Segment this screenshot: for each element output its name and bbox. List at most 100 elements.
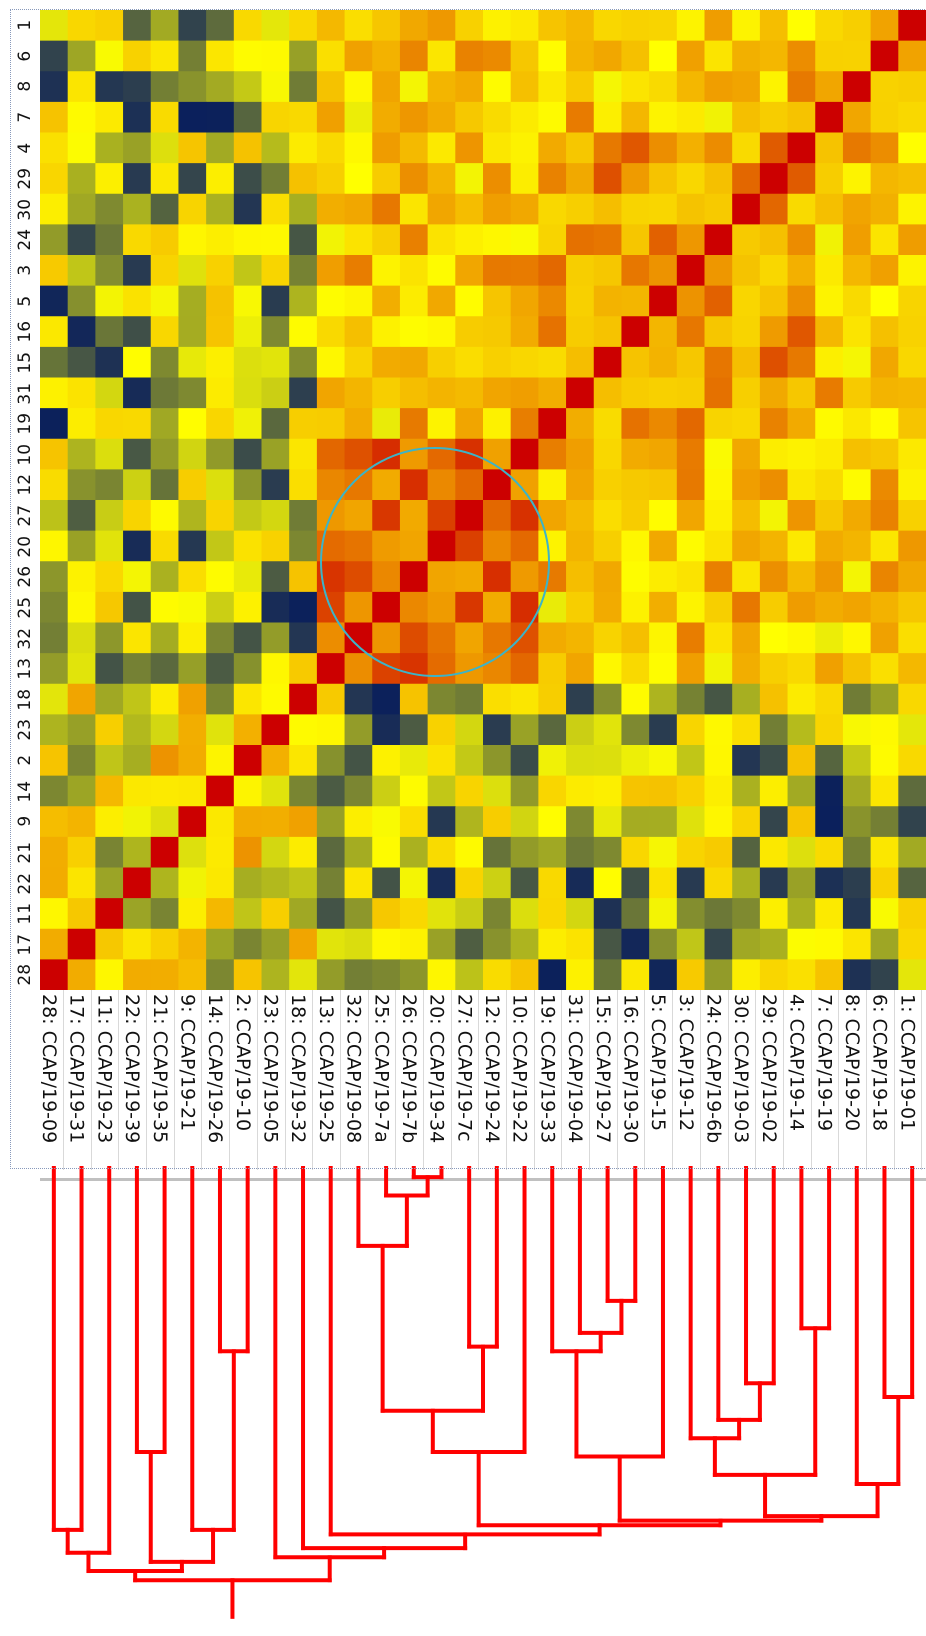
heatmap-cell — [593, 683, 623, 715]
heatmap-cell — [676, 898, 706, 930]
heatmap-cell — [344, 285, 373, 317]
heatmap-cell — [732, 255, 761, 287]
heatmap-cell — [344, 316, 373, 348]
heatmap-cell — [316, 898, 346, 930]
heatmap-cell — [898, 346, 926, 379]
heatmap-cell — [483, 255, 512, 287]
heatmap-cell — [95, 101, 124, 134]
heatmap-cell — [399, 806, 429, 838]
heatmap-cell — [150, 255, 180, 287]
heatmap-cell — [123, 591, 152, 624]
heatmap-cell — [206, 530, 235, 562]
heatmap-cell — [261, 898, 290, 930]
heatmap-cell — [178, 530, 207, 562]
heatmap-cell — [178, 653, 207, 685]
heatmap-cell — [732, 469, 761, 501]
heatmap-cell — [372, 591, 401, 624]
heatmap-cell — [40, 683, 69, 715]
heatmap-cell — [289, 438, 318, 470]
heatmap-cell — [593, 898, 623, 930]
heatmap-cell — [593, 591, 623, 624]
heatmap-cell — [95, 40, 124, 72]
heatmap-cell — [316, 163, 346, 195]
heatmap-cell — [233, 836, 263, 869]
heatmap-cell — [649, 530, 678, 562]
heatmap-cell — [40, 163, 69, 195]
heatmap-cell — [483, 898, 512, 930]
heatmap-cell — [870, 775, 899, 807]
heatmap-cell — [898, 653, 926, 685]
heatmap-cell — [593, 40, 623, 72]
column-label: 22: CCAP/19-39 — [119, 990, 148, 1170]
heatmap-cell — [538, 530, 567, 562]
heatmap-cell — [95, 255, 124, 287]
heatmap-cell — [483, 500, 512, 532]
heatmap-cell — [95, 408, 124, 440]
heatmap-cell — [233, 683, 263, 715]
heatmap-cell — [372, 132, 401, 164]
heatmap-cell — [40, 408, 69, 440]
heatmap-cell — [483, 408, 512, 440]
heatmap-cell — [150, 745, 180, 777]
heatmap-cell — [787, 959, 816, 990]
heatmap-cell — [206, 40, 235, 72]
heatmap-cell — [150, 316, 180, 348]
heatmap-cell — [178, 101, 207, 134]
column-label: 7: CCAP/19-19 — [811, 990, 840, 1170]
heatmap-cell — [732, 132, 761, 164]
heatmap-cell — [150, 224, 180, 256]
heatmap-cell — [538, 745, 567, 777]
heatmap-cell — [870, 745, 899, 777]
heatmap-cell — [123, 193, 152, 225]
heatmap-cell — [455, 714, 484, 746]
heatmap-cell — [870, 898, 899, 930]
heatmap-cell — [759, 71, 789, 103]
heatmap-cell — [399, 622, 429, 654]
heatmap-cell — [399, 959, 429, 990]
heatmap-cell — [427, 255, 456, 287]
heatmap-cell — [233, 408, 263, 440]
heatmap-cell — [898, 775, 926, 807]
heatmap-cell — [787, 316, 816, 348]
heatmap-cell — [538, 836, 567, 869]
heatmap-cell — [95, 928, 124, 960]
heatmap-cell — [372, 530, 401, 562]
heatmap-cell — [178, 622, 207, 654]
heatmap-cell — [399, 438, 429, 470]
heatmap-cell — [261, 408, 290, 440]
heatmap-cell — [842, 40, 872, 72]
heatmap-cell — [732, 10, 761, 42]
heatmap-cell — [898, 377, 926, 409]
heatmap-cell — [316, 224, 346, 256]
heatmap-cell — [455, 959, 484, 990]
heatmap-cell — [510, 775, 539, 807]
heatmap-cell — [898, 101, 926, 134]
heatmap-cell — [898, 714, 926, 746]
heatmap-cell — [787, 500, 816, 532]
heatmap-cell — [621, 836, 650, 869]
heatmap-cell — [483, 377, 512, 409]
heatmap-cell — [676, 530, 706, 562]
heatmap-cell — [538, 683, 567, 715]
heatmap-cell — [593, 959, 623, 990]
heatmap-cell — [732, 285, 761, 317]
heatmap-cell — [261, 775, 290, 807]
heatmap-cell — [206, 346, 235, 379]
heatmap-cell — [566, 898, 595, 930]
heatmap-cell — [372, 683, 401, 715]
heatmap-cell — [704, 836, 733, 869]
heatmap-cell — [455, 745, 484, 777]
heatmap-cell — [732, 867, 761, 899]
heatmap-cell — [455, 285, 484, 317]
heatmap-cell — [289, 775, 318, 807]
heatmap-cell — [233, 255, 263, 287]
heatmap-cell — [815, 561, 844, 593]
heatmap-cell — [455, 775, 484, 807]
heatmap-cell — [621, 193, 650, 225]
heatmap-cell — [67, 71, 96, 103]
heatmap-cell — [510, 163, 539, 195]
heatmap-cell — [649, 132, 678, 164]
heatmap-cell — [649, 806, 678, 838]
heatmap-cell — [676, 163, 706, 195]
heatmap-cell — [427, 346, 456, 379]
